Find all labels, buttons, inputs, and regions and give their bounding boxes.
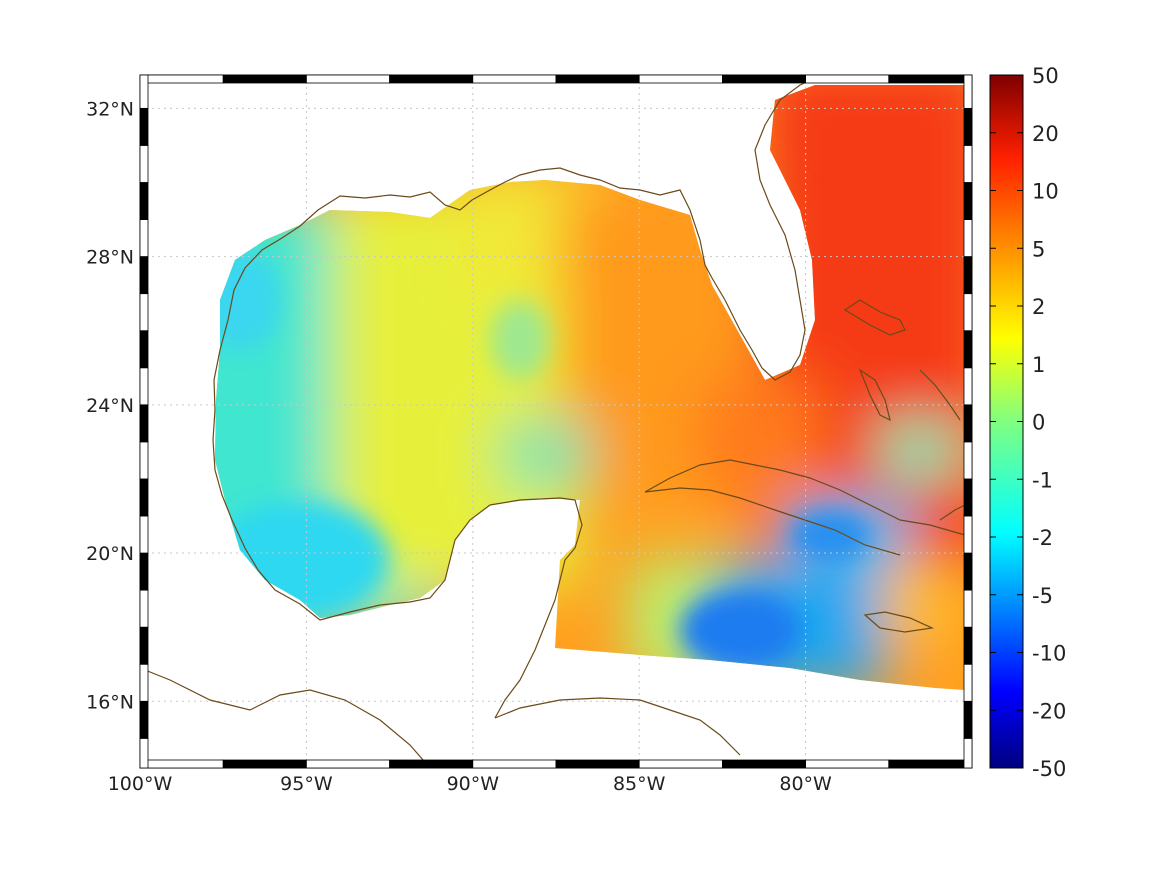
colorbar-label: -2 xyxy=(1032,526,1053,550)
frame-segment xyxy=(963,182,973,220)
frame-segment xyxy=(389,759,474,769)
frame-segment xyxy=(139,330,149,369)
frame-segment xyxy=(472,74,557,84)
frame-segment xyxy=(305,759,390,769)
frame-segment xyxy=(472,759,557,769)
frame-segment xyxy=(963,515,973,554)
colorbar-label: 5 xyxy=(1032,237,1045,261)
frame-segment xyxy=(139,182,149,220)
colorbar-label: 1 xyxy=(1032,353,1045,377)
frame-segment xyxy=(963,700,973,739)
colorbar-label: 2 xyxy=(1032,295,1045,319)
frame-segment xyxy=(139,145,149,183)
frame-segment xyxy=(139,478,149,517)
frame-segment xyxy=(805,74,890,84)
colorbar-label: 10 xyxy=(1032,180,1059,204)
latitude-label: 16°N xyxy=(86,691,134,713)
frame-segment xyxy=(139,74,224,84)
frame-segment xyxy=(139,589,149,628)
frame-segment xyxy=(888,74,973,84)
frame-segment xyxy=(963,74,973,109)
frame-segment xyxy=(963,478,973,517)
colorbar-label: 20 xyxy=(1032,122,1059,146)
frame-segment xyxy=(139,626,149,665)
frame-segment xyxy=(222,74,307,84)
frame-segment xyxy=(139,552,149,591)
frame-segment xyxy=(638,759,723,769)
frame-segment xyxy=(722,74,807,84)
colorbar-label: -10 xyxy=(1032,642,1066,666)
frame-segment xyxy=(139,74,149,109)
latitude-label: 20°N xyxy=(86,543,134,565)
frame-segment xyxy=(139,759,224,769)
frame-segment xyxy=(963,737,973,769)
frame-segment xyxy=(139,293,149,332)
frame-segment xyxy=(963,663,973,702)
colorbar-label: -50 xyxy=(1032,757,1066,781)
frame-segment xyxy=(963,219,973,257)
colorbar-label: -1 xyxy=(1032,468,1053,492)
frame-segment xyxy=(305,74,390,84)
map-frame xyxy=(139,74,973,769)
latitude-label: 24°N xyxy=(86,395,134,417)
frame-segment xyxy=(139,737,149,769)
longitude-label: 85°W xyxy=(613,773,666,795)
data-field xyxy=(215,85,965,690)
colorbar-label: -20 xyxy=(1032,699,1066,723)
longitude-axis-labels: 100°W 95°W 90°W 85°W 80°W xyxy=(108,773,832,795)
colorbar-label: 0 xyxy=(1032,411,1045,435)
longitude-label: 100°W xyxy=(108,773,173,795)
coastline xyxy=(139,75,966,769)
longitude-label: 80°W xyxy=(779,773,832,795)
frame-segment xyxy=(222,759,307,769)
frame-segment xyxy=(963,404,973,443)
latitude-label: 32°N xyxy=(86,98,134,120)
frame-segment xyxy=(139,219,149,257)
frame-segment xyxy=(139,107,149,146)
frame-segment xyxy=(963,367,973,406)
frame-segment xyxy=(139,367,149,406)
frame-segment xyxy=(139,663,149,702)
frame-segment xyxy=(963,293,973,332)
frame-segment xyxy=(139,404,149,443)
frame-segment xyxy=(963,589,973,628)
frame-segment xyxy=(722,759,807,769)
frame-segment xyxy=(389,74,474,84)
frame-segment xyxy=(139,700,149,739)
latitude-label: 28°N xyxy=(86,247,134,269)
frame-segment xyxy=(963,145,973,183)
frame-segment xyxy=(888,759,973,769)
frame-segment xyxy=(963,552,973,591)
frame-segment xyxy=(963,330,973,369)
frame-segment xyxy=(139,441,149,480)
frame-segment xyxy=(963,626,973,665)
latitude-axis-labels: 16°N 20°N 24°N 28°N 32°N xyxy=(86,98,134,713)
frame-segment xyxy=(555,74,640,84)
frame-segment xyxy=(638,74,723,84)
frame-segment xyxy=(963,256,973,295)
longitude-label: 95°W xyxy=(280,773,333,795)
frame-segment xyxy=(963,441,973,480)
longitude-label: 90°W xyxy=(447,773,500,795)
colorbar-label: -5 xyxy=(1032,584,1053,608)
frame-segment xyxy=(963,107,973,146)
frame-segment xyxy=(805,759,890,769)
frame-segment xyxy=(139,515,149,554)
frame-segment xyxy=(555,759,640,769)
frame-segment xyxy=(139,256,149,295)
colorbar-label: 50 xyxy=(1032,64,1059,88)
